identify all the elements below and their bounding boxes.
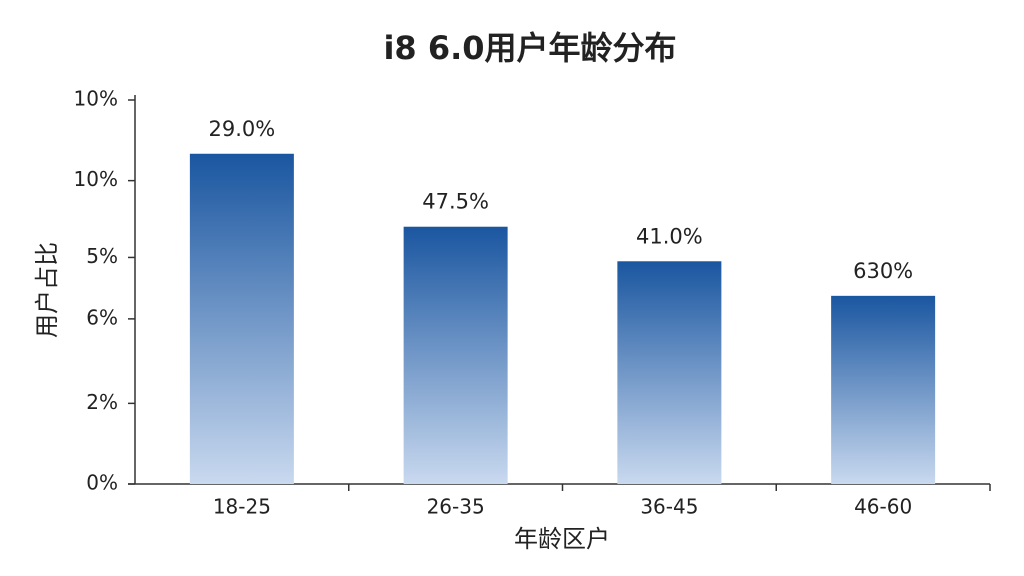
y-tick-label: 6% bbox=[86, 305, 118, 329]
x-tick-label: 46-60 bbox=[854, 495, 912, 519]
data-label: 41.0% bbox=[636, 224, 703, 248]
bar bbox=[189, 153, 294, 484]
x-tick-label: 26-35 bbox=[427, 495, 485, 519]
bar bbox=[617, 261, 722, 484]
chart-title: i8 6.0用户年龄分布 bbox=[383, 29, 676, 67]
y-tick-label: 2% bbox=[86, 390, 118, 414]
y-tick-label: 5% bbox=[86, 244, 118, 268]
x-tick-label: 36-45 bbox=[640, 495, 698, 519]
y-tick-label: 10% bbox=[74, 87, 118, 111]
x-tick-label: 18-25 bbox=[213, 495, 271, 519]
bar bbox=[403, 226, 508, 484]
y-axis-label: 用户占比 bbox=[33, 242, 61, 338]
data-label: 29.0% bbox=[209, 117, 276, 141]
x-axis-label: 年龄区户 bbox=[514, 525, 610, 553]
y-tick-label: 0% bbox=[86, 471, 118, 495]
y-tick-label: 10% bbox=[74, 167, 118, 191]
data-label: 630% bbox=[853, 259, 913, 283]
bar bbox=[831, 295, 936, 484]
data-label: 47.5% bbox=[422, 190, 489, 214]
